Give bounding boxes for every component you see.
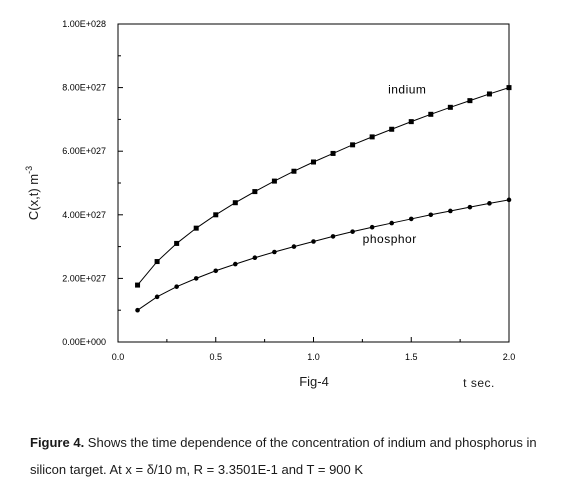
data-point-indium [428, 111, 434, 117]
data-point-indium [311, 159, 316, 165]
figure-caption: Figure 4. Shows the time dependence of t… [30, 429, 570, 483]
data-point-phosphor [291, 244, 297, 249]
data-point-phosphor [350, 229, 355, 234]
data-point-indium [350, 142, 356, 148]
plot-frame [117, 23, 510, 343]
data-point-indium [408, 119, 414, 125]
data-point-indium [369, 134, 375, 140]
y-axis-ticks: 0.00E+000 2.00E+027 4.00E+027 6.00E+027 8.00… [62, 19, 123, 347]
x-axis-label: t sec. [463, 376, 495, 390]
y-tick-label: 1.00E+028 [62, 19, 106, 29]
series-label-phosphor: phosphor [363, 232, 417, 246]
data-point-indium [174, 240, 180, 246]
axes [117, 23, 510, 343]
data-point-indium [135, 282, 141, 288]
data-point-indium [291, 168, 297, 174]
data-point-phosphor [369, 224, 375, 230]
data-point-indium [506, 85, 512, 91]
chart: 0.0 0.5 1.0 1.5 2.0 0.00E+000 2.00E+027 4.00E+… [24, 19, 516, 390]
x-tick-label: 1.0 [307, 352, 320, 362]
series-label-indium: indium [388, 83, 426, 97]
data-point-phosphor [252, 255, 258, 261]
y-tick-label: 6.00E+027 [62, 146, 106, 156]
x-tick-label: 0.0 [112, 352, 125, 362]
data-point-phosphor [487, 201, 492, 206]
data-point-phosphor [506, 197, 512, 203]
data-point-phosphor [408, 216, 414, 222]
data-point-phosphor [154, 294, 160, 300]
data-point-indium [193, 225, 199, 231]
svg-text:C(x,t) m-3: C(x,t) m-3 [24, 166, 41, 220]
data-point-phosphor [389, 220, 395, 226]
data-point-phosphor [213, 268, 219, 274]
caption-text: Shows the time dependence of the concent… [30, 435, 537, 477]
x-tick-label: 0.5 [209, 352, 222, 362]
data-point-phosphor [467, 204, 473, 210]
data-point-phosphor [193, 276, 199, 281]
y-axis-label-group: C(x,t) m-3 [24, 166, 41, 220]
data-point-indium [252, 189, 258, 195]
data-point-phosphor [448, 208, 453, 214]
data-point-phosphor [272, 249, 277, 255]
y-axis-label-superscript: -3 [24, 166, 34, 174]
series-layer [135, 85, 512, 313]
series-indium [135, 85, 512, 288]
data-point-indium [389, 126, 395, 132]
data-point-phosphor [174, 284, 179, 289]
y-axis-label: C(x,t) m [26, 174, 41, 220]
chart-svg: 0.0 0.5 1.0 1.5 2.0 0.00E+000 2.00E+027 4.00E+… [24, 19, 516, 390]
x-tick-label: 1.5 [405, 352, 418, 362]
y-tick-label: 0.00E+000 [62, 337, 106, 347]
x-axis-ticks: 0.0 0.5 1.0 1.5 2.0 [112, 337, 516, 362]
labels-layer: indium phosphor [363, 83, 426, 246]
data-point-indium [486, 91, 492, 97]
data-point-phosphor [233, 261, 238, 267]
data-point-indium [232, 200, 238, 206]
y-tick-label: 8.00E+027 [62, 83, 106, 93]
series-phosphor [135, 197, 512, 313]
data-point-indium [213, 212, 219, 218]
data-point-phosphor [428, 212, 434, 218]
y-tick-label: 2.00E+027 [62, 273, 106, 283]
figure-label: Fig-4 [299, 374, 329, 389]
x-tick-label: 2.0 [503, 352, 516, 362]
y-tick-label: 4.00E+027 [62, 210, 106, 220]
data-point-indium [154, 259, 160, 265]
data-point-phosphor [311, 239, 316, 244]
data-point-indium [447, 104, 453, 110]
series-line-indium [137, 87, 510, 286]
caption-label: Figure 4. [30, 435, 85, 450]
data-point-indium [467, 98, 473, 104]
series-line-phosphor [137, 199, 510, 311]
data-point-indium [330, 150, 336, 156]
data-point-indium [271, 178, 277, 184]
data-point-phosphor [330, 234, 336, 239]
data-point-phosphor [135, 307, 140, 313]
